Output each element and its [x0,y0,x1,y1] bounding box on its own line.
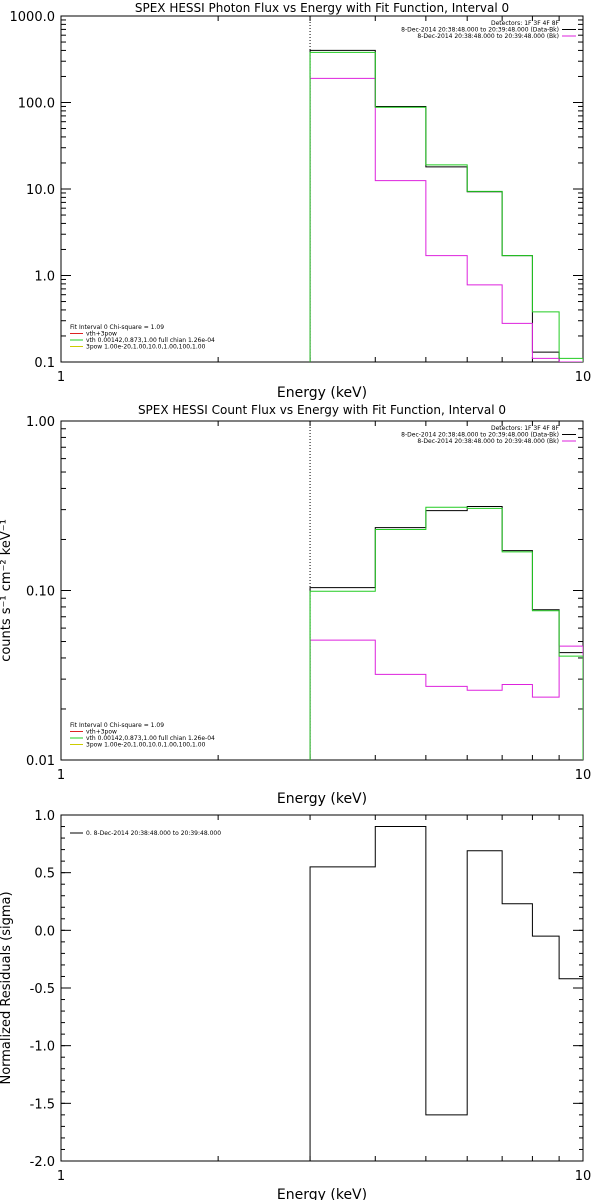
y-tick-label: 0.1 [34,356,55,371]
x-tick-label: 1 [57,1169,65,1184]
legend-entry: Detectors: 1F 3F 4F 8F [491,425,560,432]
series-line-1 [309,506,583,760]
y-tick-label: 1.00 [26,415,55,430]
y-tick-label: -2.0 [30,1155,55,1170]
x-axis-label: Energy (keV) [277,385,367,401]
legend-entry: 8-Dec-2014 20:38:48.000 to 20:39:48.000 … [417,438,559,445]
legend-entry: vth 0.00142,0.873,1.00 full chian 1.26e-… [86,735,215,742]
y-tick-label: -0.5 [30,982,55,997]
x-tick-label: 10 [575,1169,592,1184]
x-tick-label: 10 [575,370,592,385]
y-tick-label: 1.0 [34,270,55,285]
legend-entry: 0. 8-Dec-2014 20:38:48.000 to 20:39:48.0… [86,830,221,837]
y-tick-label: 100.0 [18,97,55,112]
y-tick-label: 0.01 [26,754,55,769]
x-tick-label: 10 [575,768,592,783]
chart-panel-2: SPEX HESSI Count Flux vs Energy with Fit… [0,403,591,807]
y-tick-label: 10.0 [26,183,55,198]
legend-entry: 8-Dec-2014 20:38:48.000 to 20:39:48.000 … [417,33,559,40]
series-line-1 [309,49,583,362]
legend-entry: Fit Interval 0 Chi-square = 1.09 [70,722,164,729]
legend-entry: vth+3pow [86,331,117,338]
y-tick-label: 0.0 [34,924,55,939]
chart-panel-3: Energy (keV) Normalized Residuals (sigma)… [0,809,591,1200]
series-line-2 [309,639,583,760]
x-tick-label: 1 [57,768,65,783]
chart-panel-1: SPEX HESSI Photon Flux vs Energy with Fi… [10,1,592,401]
legend-entry: Detectors: 1F 3F 4F 8F [491,20,560,27]
series-line-3 [309,506,583,760]
chart-title: SPEX HESSI Photon Flux vs Energy with Fi… [135,1,509,15]
x-axis-label: Energy (keV) [277,791,367,807]
legend-entry: vth 0.00142,0.873,1.00 full chian 1.26e-… [86,337,215,344]
plot-frame [60,420,584,761]
series-line-3 [309,51,583,362]
y-tick-label: 0.5 [34,867,55,882]
y-tick-label: -1.0 [30,1040,55,1055]
series-line-1 [309,826,583,1161]
y-tick-label: 1.0 [34,809,55,824]
legend-entry: 3pow 1.00e-20,1.00,10.0,1.00,100,1.00 [86,344,206,351]
plot-frame [60,15,584,363]
y-tick-label: 0.10 [26,585,55,600]
series-line-2 [309,77,583,362]
legend-entry: 3pow 1.00e-20,1.00,10.0,1.00,100,1.00 [86,742,206,749]
y-tick-label: 1000.0 [10,10,56,25]
x-axis-label: Energy (keV) [277,1187,367,1200]
legend-entry: 8-Dec-2014 20:38:48.000 to 20:39:48.000 … [401,27,559,34]
y-axis-label: Normalized Residuals (sigma) [0,891,14,1084]
legend-entry: 8-Dec-2014 20:38:48.000 to 20:39:48.000 … [401,432,559,439]
legend-entry: vth+3pow [86,729,117,736]
legend-entry: Fit Interval 0 Chi-square = 1.09 [70,324,164,331]
x-tick-label: 1 [57,370,65,385]
y-tick-label: -1.5 [30,1097,55,1112]
y-axis-label: counts s⁻¹ cm⁻² keV⁻¹ [0,519,14,662]
chart-title: SPEX HESSI Count Flux vs Energy with Fit… [138,403,506,417]
